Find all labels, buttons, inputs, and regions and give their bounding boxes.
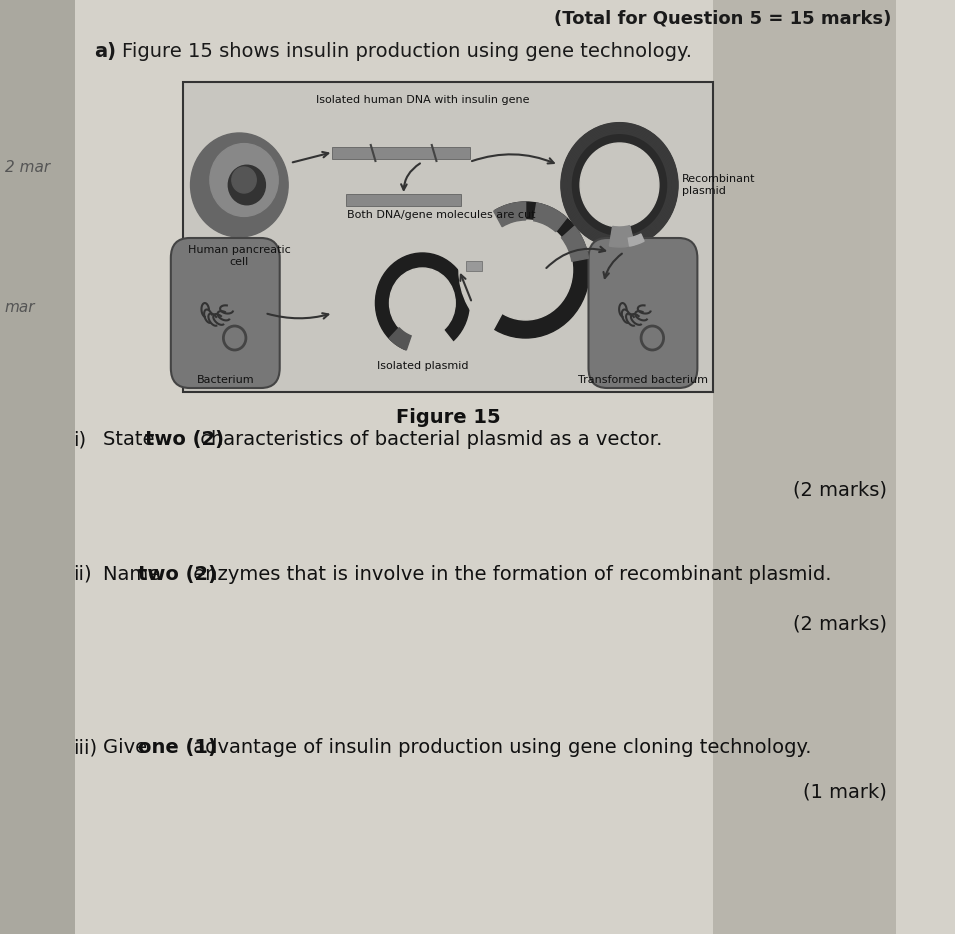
FancyBboxPatch shape — [588, 238, 697, 388]
Circle shape — [191, 133, 288, 237]
FancyBboxPatch shape — [183, 82, 713, 392]
Circle shape — [232, 167, 256, 193]
Text: 2 mar: 2 mar — [5, 160, 50, 175]
Text: Isolated human DNA with insulin gene: Isolated human DNA with insulin gene — [315, 95, 529, 105]
Text: Recombinant
plasmid: Recombinant plasmid — [683, 175, 755, 196]
Circle shape — [390, 268, 456, 338]
Wedge shape — [406, 328, 454, 355]
Text: mar: mar — [5, 300, 35, 315]
Wedge shape — [494, 202, 525, 227]
Wedge shape — [534, 203, 566, 232]
Text: advantage of insulin production using gene cloning technology.: advantage of insulin production using ge… — [187, 738, 812, 757]
Text: one (1): one (1) — [138, 738, 217, 757]
Text: State: State — [103, 430, 161, 449]
Text: enzymes that is involve in the formation of recombinant plasmid.: enzymes that is involve in the formation… — [187, 565, 831, 584]
Text: Both DNA/gene molecules are cut: Both DNA/gene molecules are cut — [348, 210, 536, 220]
Text: Transformed bacterium: Transformed bacterium — [578, 375, 708, 385]
Text: Bacterium: Bacterium — [197, 375, 254, 385]
Text: iii): iii) — [74, 738, 97, 757]
Text: Name: Name — [103, 565, 167, 584]
Circle shape — [228, 165, 265, 205]
Text: Give: Give — [103, 738, 154, 757]
Circle shape — [375, 253, 469, 353]
Circle shape — [580, 143, 659, 227]
Text: (2 marks): (2 marks) — [793, 615, 887, 634]
FancyBboxPatch shape — [466, 261, 481, 271]
Text: Figure 15: Figure 15 — [396, 408, 500, 427]
Wedge shape — [459, 208, 503, 332]
Text: (1 mark): (1 mark) — [803, 783, 887, 802]
Circle shape — [210, 144, 278, 217]
FancyBboxPatch shape — [171, 238, 280, 388]
Text: Isolated plasmid: Isolated plasmid — [376, 361, 468, 371]
Text: ii): ii) — [74, 565, 92, 584]
FancyBboxPatch shape — [0, 0, 75, 934]
Text: two (2): two (2) — [145, 430, 224, 449]
Wedge shape — [628, 234, 644, 246]
Text: characteristics of bacterial plasmid as a vector.: characteristics of bacterial plasmid as … — [194, 430, 662, 449]
Text: i): i) — [74, 430, 86, 449]
Wedge shape — [562, 226, 588, 262]
Circle shape — [478, 220, 573, 320]
Circle shape — [562, 123, 678, 247]
Text: two (2): two (2) — [138, 565, 217, 584]
Text: Figure 15 shows insulin production using gene technology.: Figure 15 shows insulin production using… — [122, 42, 692, 61]
Wedge shape — [390, 328, 412, 350]
Wedge shape — [609, 226, 634, 247]
FancyBboxPatch shape — [713, 0, 897, 934]
FancyBboxPatch shape — [332, 147, 470, 159]
Text: Human pancreatic
cell: Human pancreatic cell — [188, 245, 290, 266]
Text: (Total for Question 5 = 15 marks): (Total for Question 5 = 15 marks) — [554, 10, 892, 28]
Text: (2 marks): (2 marks) — [793, 480, 887, 499]
Text: a): a) — [94, 42, 116, 61]
FancyBboxPatch shape — [347, 194, 461, 206]
Circle shape — [462, 202, 589, 338]
